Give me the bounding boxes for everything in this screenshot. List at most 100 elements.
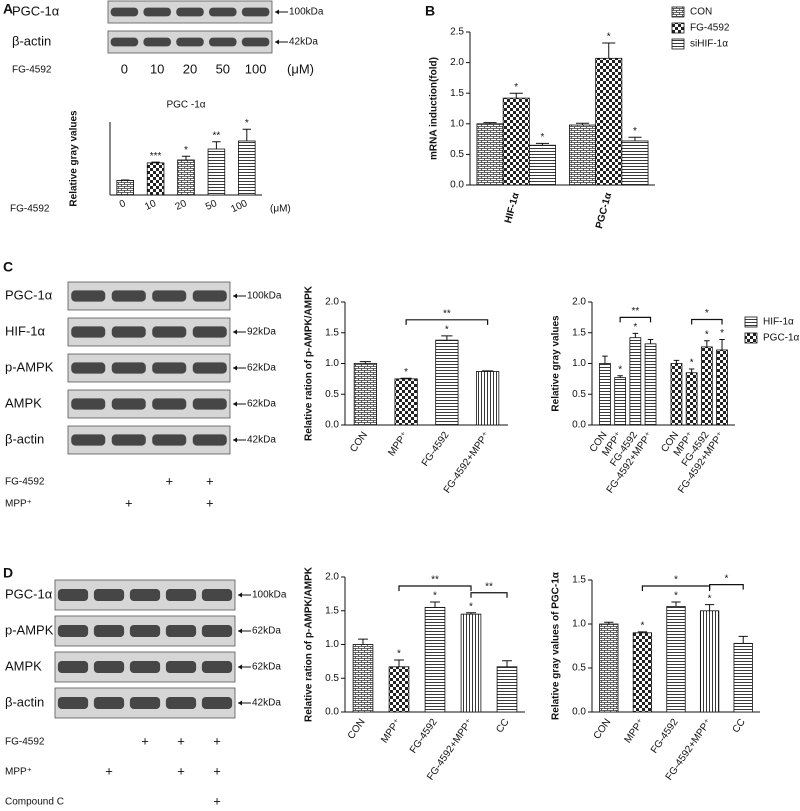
y-tick-label: 2.5 bbox=[450, 27, 464, 38]
significance: * bbox=[633, 126, 637, 137]
legend-label: FG-4592 bbox=[690, 23, 730, 34]
significance: * bbox=[674, 591, 678, 602]
band bbox=[71, 398, 106, 410]
band bbox=[110, 37, 139, 47]
error-bar bbox=[394, 659, 404, 667]
x-tick-label: MPP⁺ bbox=[379, 717, 403, 745]
band bbox=[111, 362, 146, 374]
x-tick-label: 10 bbox=[143, 198, 158, 213]
band bbox=[71, 434, 106, 446]
band bbox=[93, 625, 125, 637]
band bbox=[165, 625, 197, 637]
size-label: 92kDa bbox=[247, 327, 276, 338]
treatment-label: FG-4592 bbox=[5, 477, 45, 488]
x-tick-label: CON bbox=[592, 717, 614, 742]
significance: * bbox=[708, 593, 712, 604]
bar bbox=[599, 623, 619, 713]
bar bbox=[435, 339, 459, 426]
size-label: 42kDa bbox=[252, 698, 281, 709]
treatment-unit: (μM) bbox=[287, 61, 314, 76]
y-tick-label: 0.5 bbox=[325, 673, 339, 684]
band bbox=[165, 697, 197, 709]
legend-swatch bbox=[744, 316, 758, 328]
bar bbox=[733, 642, 753, 713]
band bbox=[201, 661, 233, 673]
legend-swatch bbox=[671, 38, 685, 50]
panel-label: A bbox=[3, 1, 13, 17]
bar bbox=[614, 377, 627, 426]
bar bbox=[666, 606, 686, 713]
bar bbox=[352, 644, 374, 713]
band bbox=[93, 697, 125, 709]
bracket bbox=[709, 584, 744, 590]
bar bbox=[670, 363, 683, 426]
significance: * bbox=[445, 324, 449, 335]
x-tick-label: HIF-1α bbox=[503, 191, 522, 225]
arrow-head bbox=[238, 628, 242, 634]
error-bar bbox=[688, 368, 695, 373]
arrow-head bbox=[233, 365, 237, 371]
bar bbox=[599, 363, 611, 426]
bracket-label: ** bbox=[485, 581, 493, 592]
row-label: β-actin bbox=[5, 431, 44, 446]
bracket bbox=[470, 592, 508, 598]
size-label: 62kDa bbox=[252, 626, 281, 637]
y-tick-label: 1.5 bbox=[325, 605, 339, 616]
arrow-head bbox=[275, 9, 279, 15]
band bbox=[129, 589, 161, 601]
treatment-mark: + bbox=[213, 733, 221, 748]
y-tick-label: 1.5 bbox=[572, 575, 586, 586]
treatment-label: MPP⁺ bbox=[5, 767, 32, 778]
row-label: PGC-1α bbox=[5, 287, 53, 302]
significance: *** bbox=[150, 151, 162, 162]
treatment-mark: + bbox=[141, 733, 149, 748]
error-bar bbox=[719, 339, 725, 350]
error-bar bbox=[359, 361, 371, 364]
error-bar bbox=[617, 375, 623, 378]
error-bar bbox=[509, 92, 523, 99]
legend-swatch bbox=[744, 332, 758, 344]
error-bar bbox=[483, 122, 497, 124]
arrow-head bbox=[238, 592, 242, 598]
bar bbox=[424, 606, 446, 713]
treatment-mark: + bbox=[206, 495, 214, 510]
bar bbox=[476, 123, 504, 186]
bar bbox=[496, 666, 518, 713]
band bbox=[57, 697, 89, 709]
significance: * bbox=[514, 82, 518, 93]
error-bar bbox=[400, 377, 412, 379]
significance: * bbox=[433, 591, 437, 602]
significance: * bbox=[690, 358, 694, 369]
band bbox=[192, 362, 227, 374]
bar bbox=[629, 337, 642, 426]
treatment-mark: + bbox=[206, 473, 214, 488]
band bbox=[111, 326, 146, 338]
row-label: p-AMPK bbox=[5, 622, 54, 637]
y-tick-label: 1.5 bbox=[325, 327, 339, 338]
row-label: HIF-1α bbox=[5, 323, 46, 338]
size-label: 100kDa bbox=[289, 7, 324, 18]
error-bar bbox=[602, 355, 608, 364]
x-tick-label: FG-4592+MPP⁺ bbox=[442, 430, 492, 496]
bar bbox=[207, 148, 226, 196]
legend-swatch bbox=[671, 6, 685, 18]
x-tick-label: FG-4592 bbox=[420, 430, 452, 469]
bar bbox=[716, 349, 728, 426]
error-bar bbox=[602, 42, 616, 59]
bar bbox=[632, 632, 653, 713]
bar bbox=[569, 124, 597, 186]
treatment-mark: + bbox=[125, 495, 133, 510]
band bbox=[241, 37, 270, 47]
treatment-mark: + bbox=[165, 473, 173, 488]
significance: * bbox=[705, 329, 709, 340]
size-label: 62kDa bbox=[252, 662, 281, 673]
arrow-head bbox=[233, 401, 237, 407]
x-tick-label: 0 bbox=[118, 198, 128, 211]
bar bbox=[146, 162, 165, 196]
x-tick-label: MPP⁺ bbox=[386, 430, 410, 458]
significance: * bbox=[245, 118, 249, 129]
row-label: PGC-1α bbox=[12, 3, 60, 18]
band bbox=[152, 362, 187, 374]
bracket bbox=[619, 316, 652, 323]
